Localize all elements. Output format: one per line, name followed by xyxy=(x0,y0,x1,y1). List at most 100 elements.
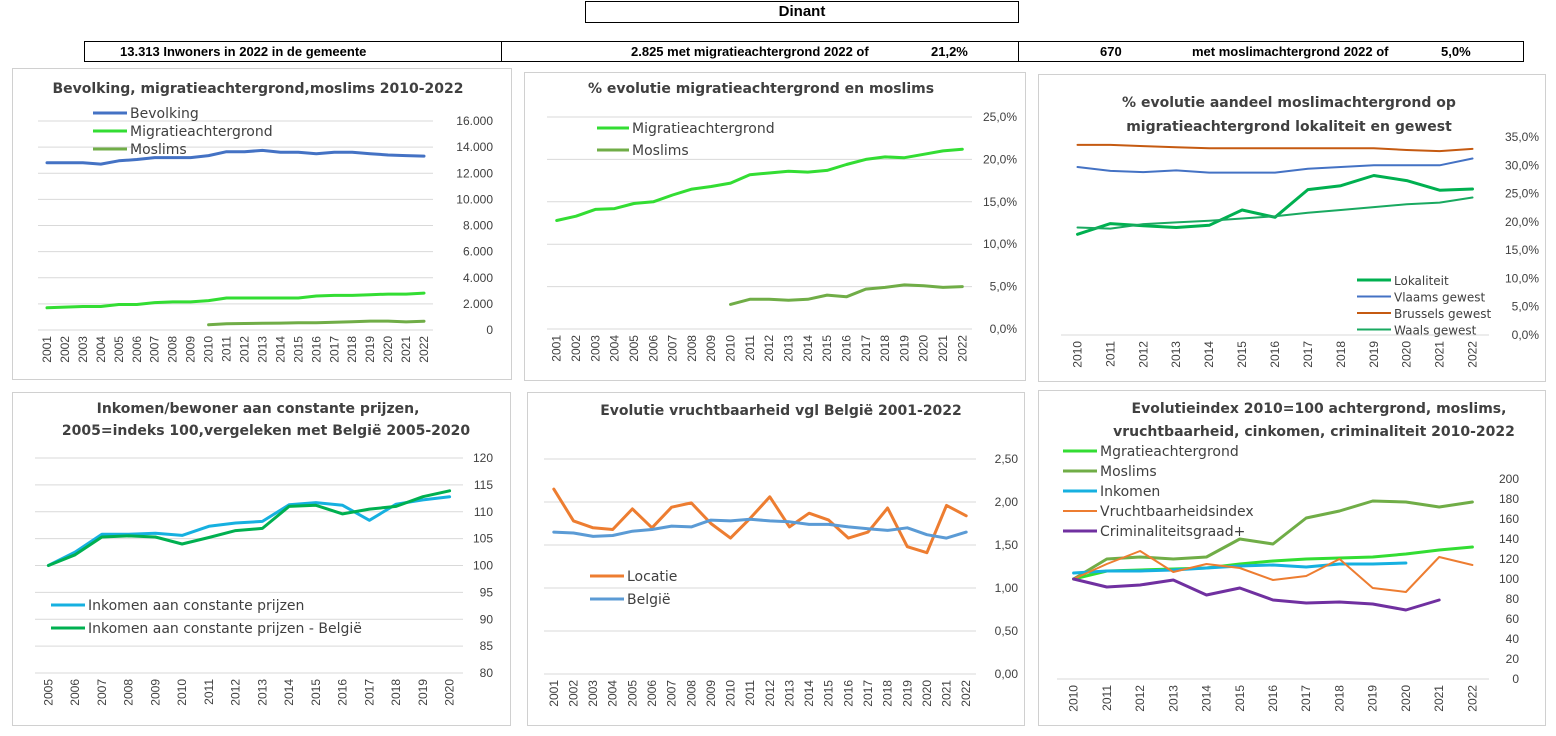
x-tick-label: 2012 xyxy=(237,336,251,363)
x-tick-label: 2020 xyxy=(917,335,931,362)
y-tick-label: 2.000 xyxy=(463,297,493,311)
x-tick-label: 2009 xyxy=(704,680,718,707)
series-line-3 xyxy=(1076,196,1474,230)
x-tick-label: 2013 xyxy=(1169,341,1183,368)
x-tick-label: 2018 xyxy=(389,679,403,706)
x-tick-label: 2007 xyxy=(148,336,162,363)
x-tick-label: 2013 xyxy=(255,336,269,363)
y-tick-label: 100 xyxy=(473,559,493,573)
y-tick-label: 1,50 xyxy=(995,538,1019,552)
chart-fertility: Evolutie vruchtbaarheid vgl België 2001-… xyxy=(527,392,1025,726)
x-tick-label: 2016 xyxy=(839,335,853,362)
x-tick-label: 2003 xyxy=(588,335,602,362)
legend-label: Migratieachtergrond xyxy=(130,124,273,140)
x-tick-label: 2009 xyxy=(148,679,162,706)
chart-migration-pct: % evolutie migratieachtergrond en moslim… xyxy=(524,72,1026,381)
legend-label: Criminaliteitsgraad+ xyxy=(1100,524,1245,540)
x-tick-label: 2007 xyxy=(666,335,680,362)
y-tick-label: 110 xyxy=(474,505,493,519)
x-tick-label: 2013 xyxy=(1166,685,1180,712)
y-tick-label: 6.000 xyxy=(463,245,493,259)
y-tick-label: 10.000 xyxy=(456,192,493,206)
x-tick-label: 2011 xyxy=(202,679,216,705)
series-line-2 xyxy=(1072,561,1408,575)
y-tick-label: 12.000 xyxy=(456,166,493,180)
x-tick-label: 2018 xyxy=(881,680,895,707)
muslim-count: 670 xyxy=(1100,44,1122,59)
chart-title: Evolutieindex 2010=100 achtergrond, mosl… xyxy=(1132,401,1507,417)
x-tick-label: 2017 xyxy=(327,336,341,363)
x-tick-label: 2020 xyxy=(381,336,395,363)
x-tick-label: 2013 xyxy=(782,680,796,707)
series-line-1 xyxy=(45,291,426,310)
x-tick-label: 2022 xyxy=(959,680,973,707)
series-line-4 xyxy=(1072,577,1441,612)
legend-label: Brussels gewest xyxy=(1394,307,1492,321)
x-tick-label: 2015 xyxy=(291,336,305,363)
chart-migration-pct-svg: % evolutie migratieachtergrond en moslim… xyxy=(547,81,1018,362)
chart-population-svg: Bevolking, migratieachtergrond,moslims 2… xyxy=(38,81,493,363)
x-tick-label: 2011 xyxy=(1100,685,1114,711)
muslim-pct: 5,0% xyxy=(1441,44,1471,59)
y-tick-label: 0,0% xyxy=(990,322,1018,336)
y-tick-label: 2,00 xyxy=(995,495,1019,509)
x-tick-label: 2001 xyxy=(550,335,564,362)
x-tick-label: 2010 xyxy=(1070,341,1084,368)
legend-label: Inkomen aan constante prijzen - België xyxy=(88,621,362,637)
x-tick-label: 2017 xyxy=(859,335,873,362)
y-tick-label: 30,0% xyxy=(1505,158,1539,172)
x-tick-label: 2018 xyxy=(1332,685,1346,712)
divider xyxy=(501,42,502,61)
legend-label: Vlaams gewest xyxy=(1394,291,1485,305)
chart-muslim-share-svg: % evolutie aandeel moslimachtergrond op … xyxy=(1061,95,1540,368)
x-tick-label: 2020 xyxy=(1399,685,1413,712)
series-line-0 xyxy=(1076,174,1474,236)
y-tick-label: 160 xyxy=(1499,512,1519,526)
x-tick-label: 2011 xyxy=(743,335,757,361)
x-tick-label: 2020 xyxy=(920,680,934,707)
y-tick-label: 2,50 xyxy=(995,452,1019,466)
x-tick-label: 2002 xyxy=(566,680,580,707)
x-tick-label: 2001 xyxy=(547,680,561,707)
chart-income-svg: Inkomen/bewoner aan constante prijzen, 2… xyxy=(35,401,493,706)
x-tick-label: 2005 xyxy=(41,679,55,706)
x-tick-label: 2018 xyxy=(1334,341,1348,368)
x-tick-label: 2005 xyxy=(625,680,639,707)
x-tick-label: 2016 xyxy=(336,679,350,706)
series-line-3 xyxy=(1072,550,1474,593)
x-tick-label: 2015 xyxy=(1233,685,1247,712)
x-tick-label: 2004 xyxy=(608,335,622,362)
x-tick-label: 2022 xyxy=(1465,685,1479,712)
y-tick-label: 200 xyxy=(1499,472,1519,486)
x-tick-label: 2014 xyxy=(282,679,296,706)
series-line-2 xyxy=(207,319,426,327)
legend-label: Waals gewest xyxy=(1394,324,1477,338)
series-line-0 xyxy=(1072,545,1474,581)
x-tick-label: 2015 xyxy=(309,679,323,706)
chart-title: Bevolking, migratieachtergrond,moslims 2… xyxy=(52,81,463,97)
x-tick-label: 2019 xyxy=(1366,685,1380,712)
x-tick-label: 2014 xyxy=(801,335,815,362)
chart-population: Bevolking, migratieachtergrond,moslims 2… xyxy=(12,68,512,380)
y-tick-label: 60 xyxy=(1506,612,1520,626)
y-tick-label: 14.000 xyxy=(456,140,493,154)
x-tick-label: 2021 xyxy=(1433,341,1447,368)
x-tick-label: 2014 xyxy=(802,680,816,707)
y-tick-label: 120 xyxy=(1499,552,1519,566)
legend-label: Locatie xyxy=(627,569,677,585)
y-tick-label: 0,0% xyxy=(1512,328,1540,342)
x-tick-label: 2013 xyxy=(255,679,269,706)
x-tick-label: 2010 xyxy=(724,335,738,362)
legend-label: Moslims xyxy=(1100,464,1157,480)
x-tick-label: 2021 xyxy=(399,336,413,363)
x-tick-label: 2016 xyxy=(1268,341,1282,368)
y-tick-label: 0 xyxy=(1512,672,1519,686)
x-tick-label: 2010 xyxy=(202,336,216,363)
x-tick-label: 2016 xyxy=(841,680,855,707)
x-tick-label: 2004 xyxy=(606,680,620,707)
y-tick-label: 0 xyxy=(486,323,493,337)
x-tick-label: 2012 xyxy=(229,679,243,706)
x-tick-label: 2019 xyxy=(897,335,911,362)
x-tick-label: 2021 xyxy=(1432,685,1446,712)
x-tick-label: 2003 xyxy=(586,680,600,707)
